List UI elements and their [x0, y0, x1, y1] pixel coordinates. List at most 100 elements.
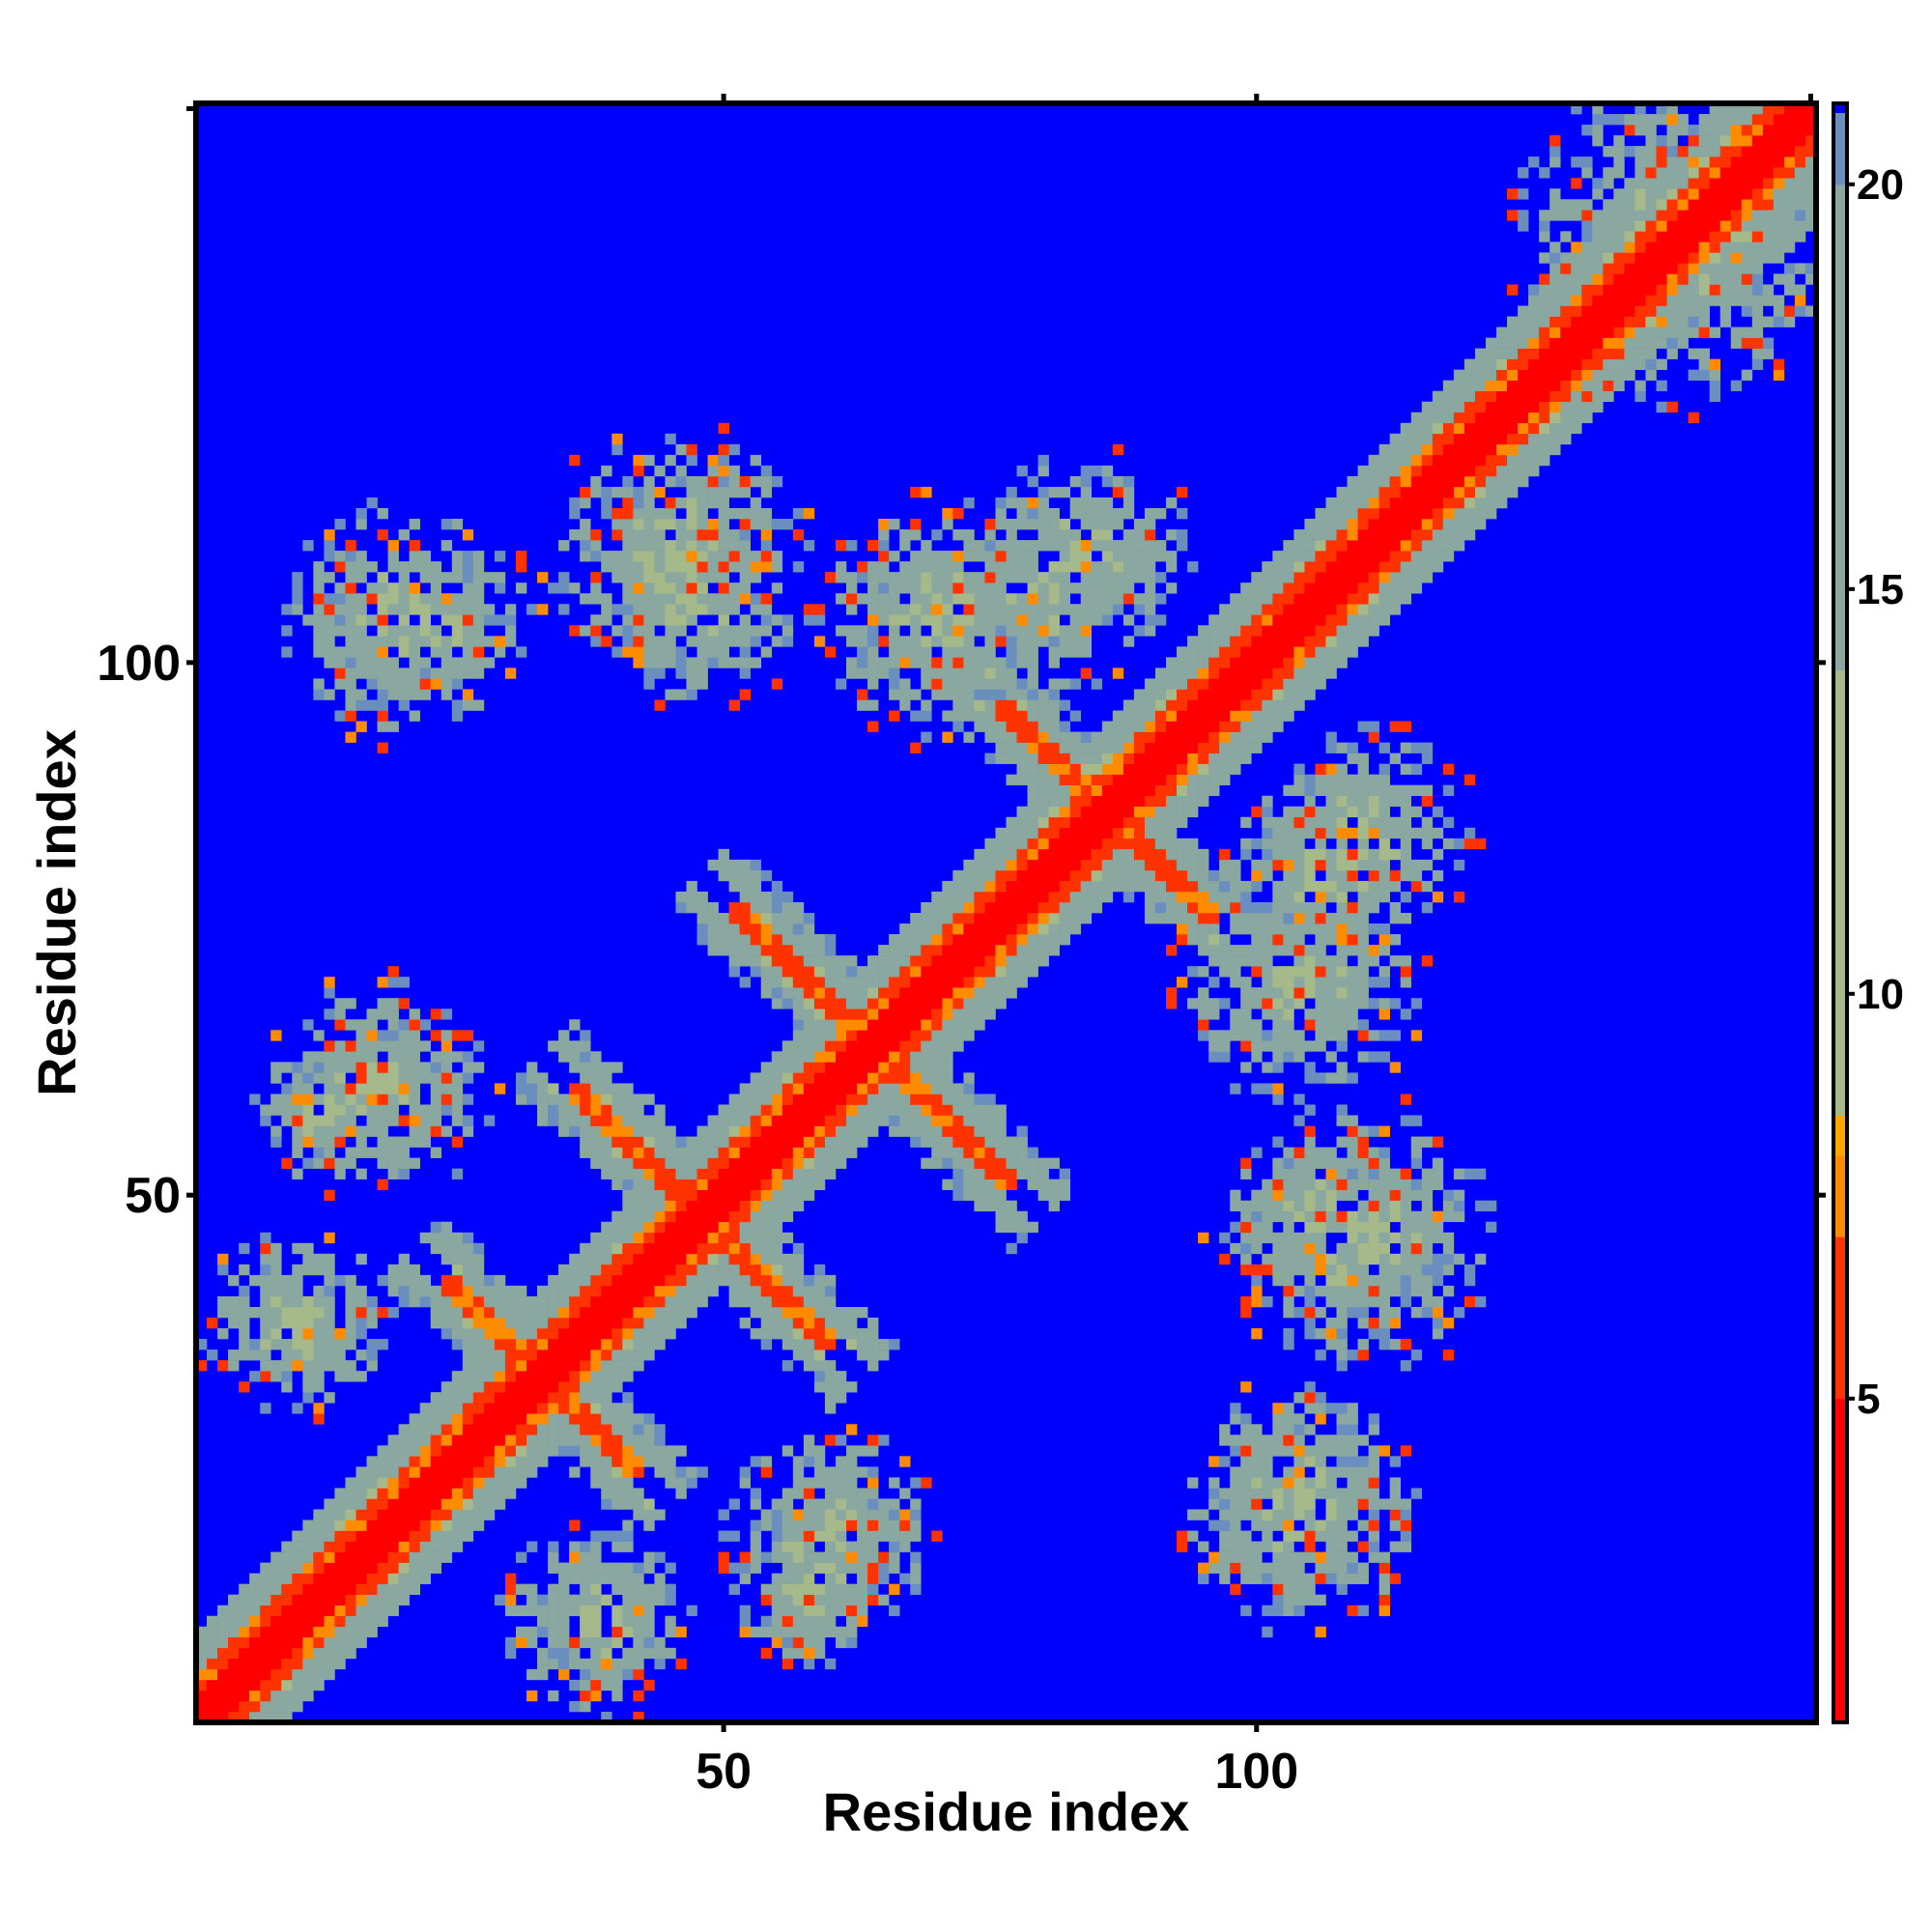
- heatmap-cell: [580, 1274, 591, 1287]
- heatmap-cell: [622, 1658, 634, 1670]
- heatmap-cell: [548, 1115, 559, 1126]
- heatmap-cell: [377, 1274, 388, 1287]
- heatmap-cell: [355, 1477, 367, 1489]
- heatmap-cell: [1165, 497, 1178, 509]
- heatmap-cell: [899, 561, 911, 573]
- heatmap-cell: [995, 901, 1007, 914]
- heatmap-cell: [1283, 966, 1294, 978]
- heatmap-cell: [696, 508, 708, 520]
- heatmap-cell: [569, 1647, 581, 1660]
- heatmap-cell: [228, 1690, 240, 1702]
- heatmap-cell: [472, 614, 485, 626]
- heatmap-cell: [718, 614, 729, 626]
- heatmap-cell: [835, 1381, 847, 1393]
- heatmap-cell: [1006, 1168, 1017, 1179]
- heatmap-cell: [601, 1253, 612, 1265]
- heatmap-cell: [270, 1328, 282, 1340]
- heatmap-cell: [494, 1435, 506, 1446]
- heatmap-cell: [601, 1115, 612, 1126]
- heatmap-cell: [1112, 486, 1124, 498]
- heatmap-cell: [462, 1424, 474, 1435]
- heatmap-cell: [813, 1295, 826, 1308]
- heatmap-cell: [643, 657, 655, 668]
- heatmap-cell: [1219, 848, 1231, 861]
- heatmap-cell: [1069, 838, 1082, 850]
- heatmap-cell: [590, 1083, 602, 1094]
- heatmap-cell: [601, 1498, 612, 1510]
- heatmap-cell: [1198, 998, 1209, 1009]
- heatmap-cell: [239, 1264, 250, 1276]
- heatmap-cell: [1293, 1306, 1305, 1319]
- heatmap-cell: [696, 891, 708, 903]
- heatmap-cell: [387, 1498, 399, 1510]
- heatmap-cell: [601, 1328, 612, 1340]
- heatmap-cell: [750, 1125, 762, 1137]
- heatmap-cell: [324, 1520, 335, 1531]
- heatmap-cell: [1048, 678, 1060, 690]
- heatmap-cell: [792, 1339, 805, 1350]
- heatmap-cell: [942, 508, 953, 520]
- heatmap-cell: [580, 1030, 591, 1041]
- heatmap-cell: [1272, 1594, 1284, 1606]
- heatmap-cell: [1304, 1477, 1316, 1489]
- heatmap-cell: [846, 1019, 858, 1031]
- heatmap-cell: [633, 1200, 644, 1212]
- heatmap-cell: [430, 1445, 442, 1457]
- heatmap-cell: [270, 1339, 282, 1350]
- heatmap-cell: [526, 1445, 538, 1457]
- heatmap-cell: [440, 1456, 453, 1467]
- heatmap-cell: [867, 977, 879, 988]
- heatmap-cell: [1283, 1605, 1294, 1617]
- heatmap-cell: [1016, 1168, 1028, 1179]
- heatmap-cell: [665, 614, 676, 626]
- heatmap-cell: [419, 1285, 432, 1297]
- heatmap-cell: [707, 923, 719, 935]
- heatmap-cell: [1325, 827, 1337, 839]
- heatmap-cell: [1091, 763, 1103, 775]
- heatmap-cell: [728, 955, 740, 967]
- heatmap-cell: [1262, 901, 1273, 914]
- heatmap-cell: [1154, 795, 1167, 808]
- heatmap-cell: [750, 1456, 762, 1467]
- heatmap-cell: [260, 1636, 271, 1649]
- heatmap-cell: [750, 1626, 762, 1638]
- heatmap-cell: [1251, 838, 1263, 850]
- heatmap-cell: [760, 1104, 773, 1116]
- heatmap-cell: [515, 1403, 527, 1414]
- heatmap-cell: [366, 1477, 378, 1489]
- heatmap-cell: [984, 966, 996, 978]
- heatmap-cell: [824, 955, 837, 967]
- heatmap-cell: [813, 636, 826, 647]
- heatmap-cell: [1144, 827, 1156, 839]
- heatmap-cell: [952, 1094, 964, 1105]
- heatmap-cell: [1336, 1274, 1348, 1287]
- heatmap-cell: [1251, 1200, 1263, 1212]
- heatmap-cell: [633, 551, 644, 562]
- heatmap-cell: [813, 1381, 826, 1393]
- heatmap-cell: [1240, 1562, 1252, 1574]
- heatmap-cell: [419, 1466, 432, 1478]
- heatmap-cell: [409, 1530, 420, 1542]
- heatmap-cell: [1336, 1136, 1348, 1148]
- heatmap-cell: [707, 486, 719, 498]
- heatmap-cell: [1283, 636, 1294, 647]
- heatmap-cell: [1262, 1040, 1273, 1052]
- heatmap-cell: [1240, 1498, 1252, 1510]
- heatmap-cell: [1059, 540, 1070, 552]
- heatmap-cell: [899, 1125, 911, 1137]
- heatmap-cell: [707, 561, 719, 573]
- heatmap-cell: [377, 699, 388, 711]
- heatmap-cell: [324, 657, 335, 668]
- heatmap-cell: [1240, 1242, 1252, 1255]
- heatmap-cell: [792, 1594, 805, 1606]
- heatmap-cell: [654, 1573, 666, 1584]
- heatmap-cell: [781, 923, 794, 935]
- heatmap-cell: [355, 1636, 367, 1649]
- heatmap-cell: [249, 1605, 261, 1617]
- heatmap-cell: [792, 508, 805, 520]
- heatmap-cell: [963, 636, 975, 647]
- heatmap-cell: [1101, 753, 1114, 764]
- heatmap-cell: [377, 1115, 388, 1126]
- heatmap-cell: [1122, 784, 1135, 797]
- heatmap-cell: [1016, 721, 1028, 732]
